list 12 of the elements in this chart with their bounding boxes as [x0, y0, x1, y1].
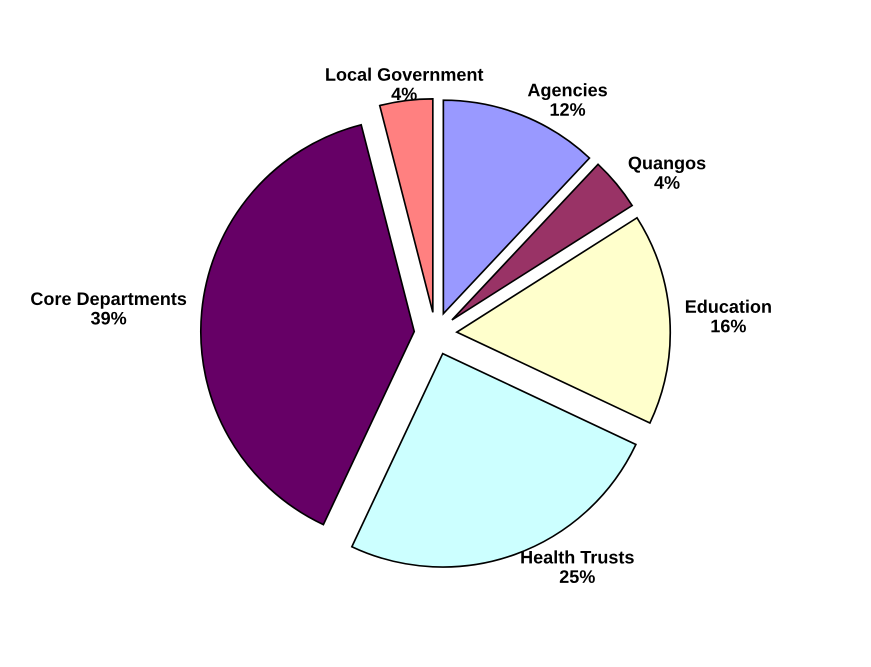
- data-label: 12%: [550, 103, 586, 116]
- slice-label: Core Departments: [31, 292, 186, 309]
- data-label: 16%: [711, 320, 746, 332]
- slice-label: Health Trusts: [521, 550, 634, 564]
- data-label: 25%: [560, 570, 595, 584]
- slice-label: Quangos: [628, 156, 706, 174]
- slice-label: Agencies: [528, 83, 607, 100]
- slice-label: Local Government: [326, 68, 484, 81]
- data-label: 4%: [391, 88, 417, 100]
- data-label: 39%: [90, 312, 126, 325]
- data-label: 4%: [654, 176, 680, 189]
- slice-label: Education: [686, 300, 771, 313]
